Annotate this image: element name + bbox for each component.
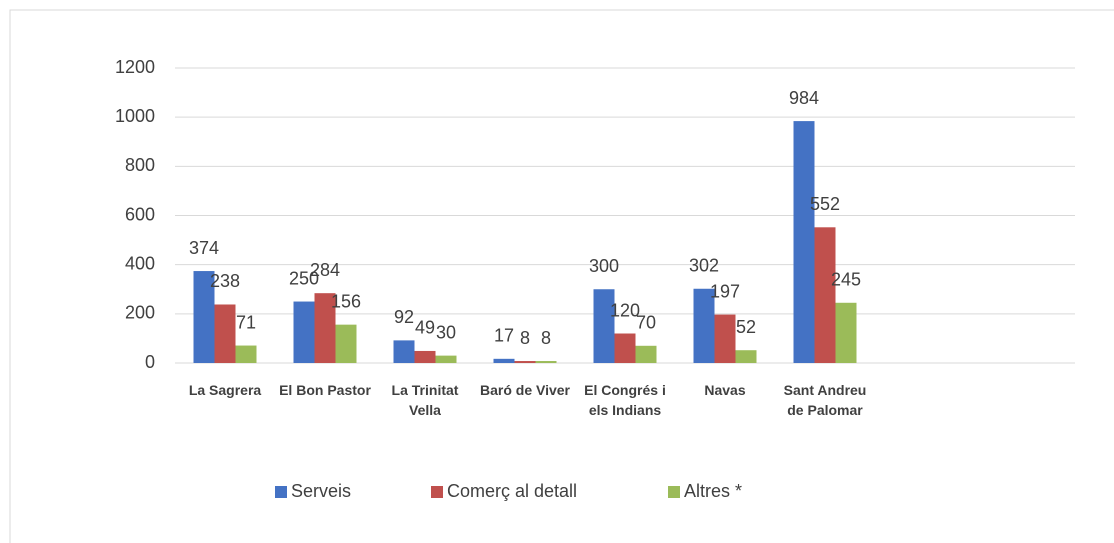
bar [214, 304, 236, 363]
data-label: 49 [415, 318, 435, 338]
data-label: 302 [689, 256, 719, 276]
data-label: 30 [436, 322, 456, 342]
bar [235, 345, 257, 363]
bar [514, 361, 536, 363]
bar [614, 333, 636, 363]
data-label: 250 [289, 268, 319, 288]
x-tick-label: Sant Andreu de Palomar [783, 382, 867, 418]
bar [393, 340, 415, 363]
data-label: 8 [520, 328, 530, 348]
data-label: 156 [331, 291, 361, 311]
legend-swatch [668, 486, 680, 498]
bar [493, 358, 515, 363]
data-label: 8 [541, 328, 551, 348]
data-label: 71 [236, 312, 256, 332]
data-label: 120 [610, 300, 640, 320]
data-label: 92 [394, 307, 414, 327]
y-tick-label: 600 [125, 204, 155, 224]
bar [335, 324, 357, 363]
legend-label: Comerç al detall [447, 481, 577, 501]
x-tick-label: Baró de Viver [479, 382, 570, 398]
chart-frame [9, 9, 1114, 543]
data-label: 374 [189, 238, 219, 258]
x-tick-label: El Congrés i els Indians [584, 382, 666, 418]
x-tick-label: La Sagrera [188, 382, 262, 398]
legend-swatch [431, 486, 443, 498]
bar [693, 288, 715, 363]
data-label: 284 [310, 260, 340, 280]
y-tick-label: 1200 [115, 57, 155, 77]
data-label: 197 [710, 281, 740, 301]
bar [735, 350, 757, 363]
bar [314, 293, 336, 363]
legend-label: Altres * [684, 481, 742, 501]
x-tick-label: El Bon Pastor [279, 382, 371, 398]
bar [814, 227, 836, 363]
bar [435, 355, 457, 363]
legend-label: Serveis [291, 481, 351, 501]
bar [835, 302, 857, 363]
bar [593, 289, 615, 363]
bar [635, 345, 657, 363]
bar [414, 350, 436, 363]
bar [793, 121, 815, 363]
x-tick-label: Navas [704, 382, 746, 398]
x-tick-label: La Trinitat Vella [391, 382, 459, 418]
bar [193, 271, 215, 363]
bar [714, 314, 736, 363]
legend-swatch [275, 486, 287, 498]
data-label: 300 [589, 256, 619, 276]
data-label: 552 [810, 194, 840, 214]
y-tick-label: 400 [125, 253, 155, 273]
bar [535, 361, 557, 363]
y-tick-label: 0 [145, 352, 155, 372]
y-tick-label: 800 [125, 155, 155, 175]
y-tick-label: 200 [125, 303, 155, 323]
data-label: 52 [736, 317, 756, 337]
data-label: 70 [636, 313, 656, 333]
bar [293, 301, 315, 363]
data-label: 17 [494, 326, 514, 346]
data-label: 238 [210, 271, 240, 291]
data-label: 245 [831, 270, 861, 290]
y-tick-label: 1000 [115, 106, 155, 126]
data-label: 984 [789, 88, 819, 108]
